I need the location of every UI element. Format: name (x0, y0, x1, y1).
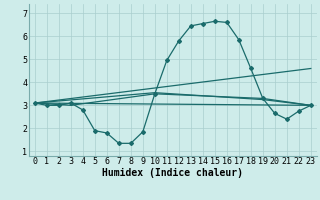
X-axis label: Humidex (Indice chaleur): Humidex (Indice chaleur) (102, 168, 243, 178)
